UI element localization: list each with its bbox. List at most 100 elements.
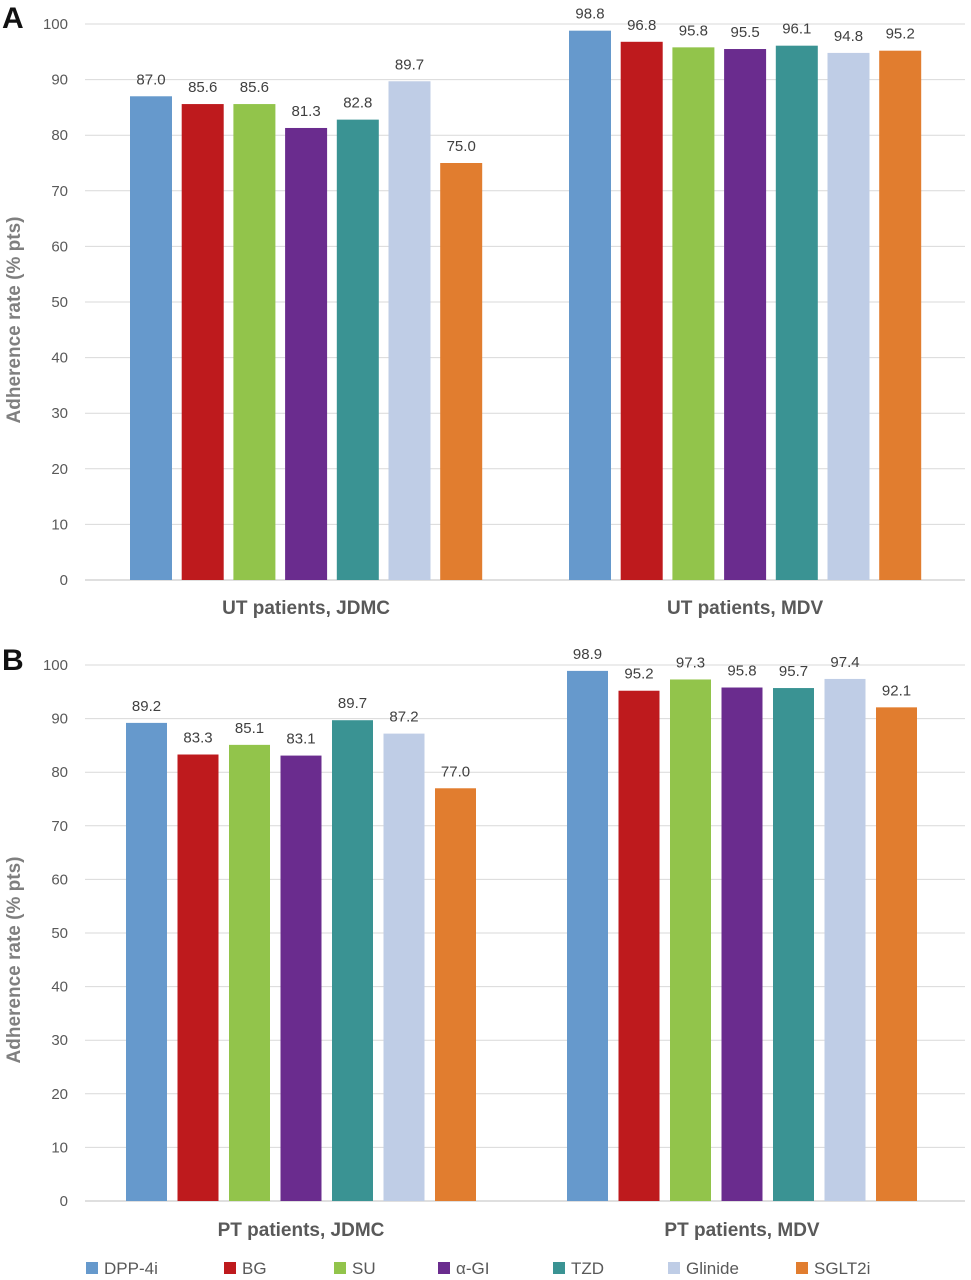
legend-swatch [334,1262,346,1274]
data-label: 85.6 [240,79,269,96]
panel-letter-a: A [2,2,24,35]
y-tick-label: 40 [51,350,68,367]
bar-su [233,104,276,581]
y-tick-label: 30 [51,405,68,422]
data-label: 89.7 [395,56,424,73]
bar--gi [285,127,328,581]
y-tick-label: 70 [51,818,68,835]
legend-swatch [224,1262,236,1274]
y-tick-label: 90 [51,711,68,728]
data-label: 98.9 [573,646,602,663]
data-label: 95.8 [679,22,708,39]
panel-a: A Adherence rate (% pts) 0 10 20 30 40 50 60 70… [2,2,965,619]
legend-label: BG [242,1259,267,1278]
legend-label: TZD [571,1259,604,1278]
data-label: 95.7 [779,663,808,680]
legend-label: α-GI [456,1259,489,1278]
bar--gi [721,687,763,1201]
y-tick-label: 10 [51,1139,68,1156]
data-label: 77.0 [441,763,470,780]
data-label: 96.1 [782,21,811,38]
data-label: 75.0 [447,138,476,155]
bar-tzd [773,688,814,1201]
data-label: 98.8 [575,6,604,23]
bar--gi [280,755,322,1201]
bar-glinide [827,52,870,581]
y-tick-label: 60 [51,238,68,255]
data-label: 89.7 [338,695,367,712]
data-label: 96.8 [627,17,656,34]
data-label: 95.2 [886,26,915,43]
data-label: 82.8 [343,95,372,112]
data-label: 83.3 [183,730,212,747]
bar-sglt2i [879,50,922,581]
data-label: 87.0 [136,71,165,88]
y-tick-label: 80 [51,764,68,781]
legend-label: SU [352,1259,376,1278]
y-tick-label: 80 [51,127,68,144]
legend-label: SGLT2i [814,1259,870,1278]
y-tick-label: 60 [51,871,68,888]
legend-swatch [796,1262,808,1274]
data-label: 85.1 [235,720,264,737]
bar-bg [181,104,224,581]
bar-glinide [388,81,431,580]
bar-bg [620,41,663,581]
bar-tzd [775,45,818,580]
data-label: 92.1 [882,682,911,699]
data-label: 94.8 [834,28,863,45]
category-label: PT patients, JDMC [218,1220,385,1241]
data-label: 83.1 [286,731,315,748]
category-label: UT patients, JDMC [222,598,390,619]
bar-su [672,47,715,581]
data-label: 87.2 [389,709,418,726]
legend-swatch [553,1262,565,1274]
bar-sglt2i [876,707,917,1201]
bar-glinide [383,733,425,1201]
legend-swatch [86,1262,98,1274]
bar-bg [618,690,660,1201]
y-tick-label: 20 [51,461,68,478]
data-label: 81.3 [291,103,320,120]
y-tick-label: 100 [43,16,68,33]
legend-label: Glinide [686,1259,739,1278]
panel-letter-b: B [2,644,24,677]
bar-su [670,679,711,1201]
bar-bg [177,754,219,1201]
category-label: UT patients, MDV [667,598,824,619]
legend-swatch [438,1262,450,1274]
bar-dpp-4i [567,670,608,1201]
y-tick-label: 100 [43,657,68,674]
bar-sglt2i [435,788,476,1201]
y-tick-label: 40 [51,979,68,996]
bar-glinide [824,678,866,1201]
y-axis-label-a: Adherence rate (% pts) [4,217,25,424]
data-label: 95.2 [624,666,653,683]
bar-sglt2i [440,163,483,580]
y-tick-label: 0 [60,572,68,589]
data-label: 85.6 [188,79,217,96]
bar-su [229,744,270,1201]
y-tick-label: 30 [51,1032,68,1049]
legend-label: DPP-4i [104,1259,158,1278]
data-label: 97.3 [676,654,705,671]
bar-tzd [336,119,379,580]
bar--gi [724,49,767,580]
y-tick-label: 10 [51,516,68,533]
legend: DPP-4i BG SU α-GI TZD Glinide SGLT2i [86,1259,870,1278]
y-tick-label: 90 [51,72,68,89]
panel-b: B Adherence rate (% pts) 0 10 20 30 40 50 60 70… [2,644,965,1241]
legend-swatch [668,1262,680,1274]
y-tick-label: 50 [51,294,68,311]
y-axis-label-b: Adherence rate (% pts) [4,857,25,1064]
y-tick-label: 20 [51,1086,68,1103]
data-label: 95.5 [730,24,759,41]
y-tick-label: 0 [60,1193,68,1210]
bar-dpp-4i [569,30,611,581]
data-label: 97.4 [830,654,859,671]
y-tick-label: 50 [51,925,68,942]
data-label: 89.2 [132,698,161,715]
data-label: 95.8 [727,663,756,680]
y-tick-label: 70 [51,183,68,200]
